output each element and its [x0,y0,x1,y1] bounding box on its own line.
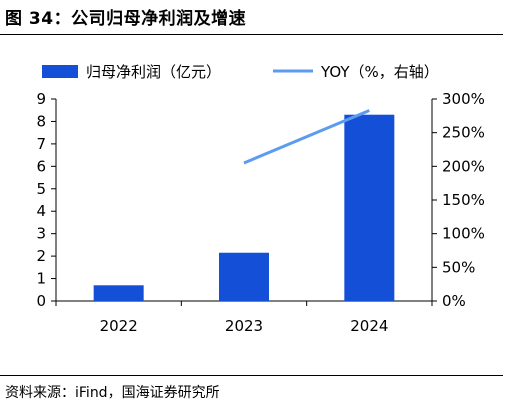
right-tick-label: 0% [442,292,466,310]
yoy-line [243,109,370,165]
figure-title: 图 34：公司归母净利润及增速 [5,9,247,29]
right-tick-label: 250% [442,124,485,142]
left-tick-label: 9 [36,90,46,108]
right-tick-label: 300% [442,90,485,108]
left-tick-label: 3 [36,225,46,243]
legend-swatch-bar [42,65,78,78]
x-tick-label: 2024 [350,317,388,335]
right-tick-label: 50% [442,258,475,276]
legend: 归母净利润（亿元） YOY（%，右轴） [42,63,439,81]
legend-label-line: YOY（%，右轴） [320,63,439,81]
line-series [243,109,370,165]
right-tick-label: 100% [442,225,485,243]
left-tick-label: 8 [36,112,46,130]
right-tick-label: 150% [442,191,485,209]
left-tick-label: 1 [36,270,46,288]
bar-2022 [93,285,144,301]
left-tick-label: 6 [36,157,46,175]
bar-2023 [219,252,269,301]
left-tick-label: 2 [36,247,46,265]
source-divider [0,375,503,376]
left-tick-label: 7 [36,135,46,153]
bar-2024 [344,114,395,301]
bar-series [93,114,395,301]
left-tick-label: 4 [36,202,46,220]
x-tick-label: 2022 [100,317,138,335]
left-tick-label: 0 [36,292,46,310]
x-tick-label: 2023 [225,317,263,335]
legend-label-bar: 归母净利润（亿元） [86,63,221,81]
left-tick-label: 5 [36,180,46,198]
right-tick-label: 200% [442,157,485,175]
source-note: 资料来源：iFind，国海证券研究所 [5,385,220,401]
title-divider [0,34,503,35]
